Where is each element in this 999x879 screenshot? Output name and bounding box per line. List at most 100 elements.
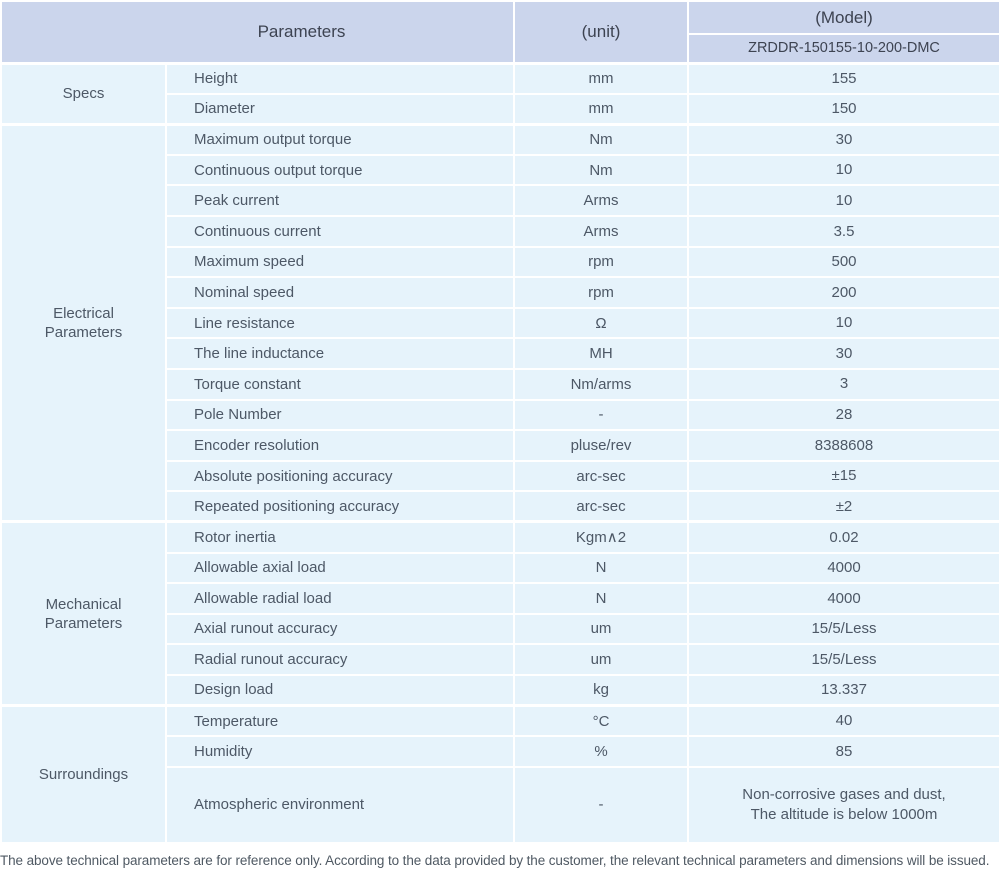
unit-cell: Arms [513, 184, 689, 217]
unit-cell: pluse/rev [513, 429, 689, 462]
value-cell: ±2 [687, 490, 999, 523]
unit-cell: % [513, 735, 689, 768]
unit-cell: - [513, 398, 689, 432]
table-row: Humidity% 85 [1, 735, 999, 768]
section-label: Electrical Parameters [44, 304, 123, 342]
table-header: Parameters (unit) (Model) ZRDDR-150155-1… [0, 0, 999, 64]
table-row: Radial runout accuracy um 15/5/Less [1, 643, 999, 676]
value-cell: 4000 [687, 551, 999, 585]
header-row-model: ZRDDR-150155-10-200-DMC [1, 33, 999, 64]
value-cell: 500 [687, 245, 999, 279]
value-cell: 3.5 [687, 214, 999, 248]
value-cell: 155 [687, 61, 999, 95]
section-label-cell: Mechanical Parameters [0, 520, 167, 707]
value-cell: 15/5/Less [687, 643, 999, 676]
parameter-name-cell: Allowable radial load [165, 582, 515, 615]
parameter-name-cell: Maximum output torque [165, 122, 515, 156]
value-cell: 30 [687, 122, 999, 156]
section-label: Mechanical Parameters [44, 595, 123, 632]
unit-cell: mm [513, 92, 689, 126]
table-row: Encoder resolution pluse/rev 8388608 [1, 429, 999, 462]
table-body: Specs Height mm 155 Diameter mm 150 Electrical … [0, 61, 999, 844]
table-row: Continuous output torque Nm 10 [1, 153, 999, 187]
parameter-name-cell: Repeated positioning accuracy [165, 490, 515, 523]
unit-cell: Ω [513, 306, 689, 340]
unit-cell: - [513, 765, 689, 844]
column-header-model: (Model) [687, 0, 999, 35]
table-row: Torque constant Nm/arms 3 [1, 367, 999, 401]
section-label: Surroundings [38, 765, 129, 783]
parameter-name-cell: Absolute positioning accuracy [165, 459, 515, 493]
value-cell: 40 [687, 703, 999, 738]
value-cell: 8388608 [687, 429, 999, 462]
parameter-name-cell: Torque constant [165, 367, 515, 401]
parameter-name-cell: Temperature [165, 703, 515, 738]
parameter-name-cell: Rotor inertia [165, 520, 515, 554]
section-label-cell: Electrical Parameters [0, 122, 167, 523]
table-row: Allowable axial load N 4000 [1, 551, 999, 585]
unit-cell: rpm [513, 276, 689, 309]
unit-cell: N [513, 551, 689, 585]
unit-cell: um [513, 612, 689, 646]
table-row: Line resistance Ω 10 [1, 306, 999, 340]
parameter-name-cell: Design load [165, 673, 515, 707]
table-row: Maximum speed rpm 500 [1, 245, 999, 279]
parameter-name-cell: Diameter [165, 92, 515, 126]
parameter-name-cell: Axial runout accuracy [165, 612, 515, 646]
table-row: Mechanical Parameters Rotor inertia Kgm∧2 0… [0, 520, 999, 707]
unit-cell: Nm [513, 122, 689, 156]
table-row: Pole Number -28 [1, 398, 999, 432]
parameter-name-cell: Line resistance [165, 306, 515, 340]
unit-cell: arc-sec [513, 459, 689, 493]
section-label: Specs [62, 85, 105, 102]
unit-cell: Nm [513, 153, 689, 187]
value-cell: 4000 [687, 582, 999, 615]
unit-cell: Arms [513, 214, 689, 248]
table-row: Surroundings Temperature °C 40 [0, 703, 999, 844]
footer-note: The above technical parameters are for r… [0, 852, 990, 868]
value-cell: 10 [687, 306, 999, 340]
parameter-name-cell: Encoder resolution [165, 429, 515, 462]
table-row: The line inductance MH 30 [1, 337, 999, 370]
spec-table: Parameters (unit) (Model) ZRDDR-150155-1… [0, 0, 999, 844]
unit-cell: kg [513, 673, 689, 707]
unit-cell: um [513, 643, 689, 676]
parameter-name-cell: Atmospheric environment [165, 765, 515, 844]
column-header-unit: (unit) [513, 0, 689, 64]
value-cell: ±15 [687, 459, 999, 493]
unit-cell: rpm [513, 245, 689, 279]
table-row: Nominal speed rpm 200 [1, 276, 999, 309]
table-row: Atmospheric environment - Non-corrosive ga… [1, 765, 999, 844]
parameter-name-cell: Radial runout accuracy [165, 643, 515, 676]
value-cell: 10 [687, 184, 999, 217]
parameter-name-cell: Height [165, 61, 515, 95]
parameter-name-cell: Peak current [165, 184, 515, 217]
model-number: ZRDDR-150155-10-200-DMC [687, 33, 999, 64]
value-cell: Non-corrosive gases and dust, The altitu… [687, 765, 999, 844]
parameter-name-cell: Maximum speed [165, 245, 515, 279]
unit-cell: Nm/arms [513, 367, 689, 401]
header-row-top: Parameters (unit) (Model) [0, 0, 999, 64]
parameter-name-cell: Continuous output torque [165, 153, 515, 187]
value-cell: 150 [687, 92, 999, 126]
parameter-name-cell: Nominal speed [165, 276, 515, 309]
unit-cell: mm [513, 61, 689, 95]
section-label-cell: Surroundings [0, 703, 167, 844]
table-row: Repeated positioning accuracy arc-sec ±2 [1, 490, 999, 523]
table-row: Specs Height mm 155 [0, 61, 999, 126]
value-cell: 30 [687, 337, 999, 370]
value-cell: 28 [687, 398, 999, 432]
unit-cell: MH [513, 337, 689, 370]
value-cell: 13.337 [687, 673, 999, 707]
table-row: Absolute positioning accuracy arc-sec ±15 [1, 459, 999, 493]
parameter-name-cell: The line inductance [165, 337, 515, 370]
table-row: Axial runout accuracy um 15/5/Less [1, 612, 999, 646]
unit-cell: N [513, 582, 689, 615]
value-cell: 15/5/Less [687, 612, 999, 646]
value-cell: 3 [687, 367, 999, 401]
table-row: Diameter mm 150 [1, 92, 999, 126]
table-row: Electrical Parameters Maximum output torq… [0, 122, 999, 523]
table-row: Peak current Arms 10 [1, 184, 999, 217]
section-label-cell: Specs [0, 61, 167, 126]
